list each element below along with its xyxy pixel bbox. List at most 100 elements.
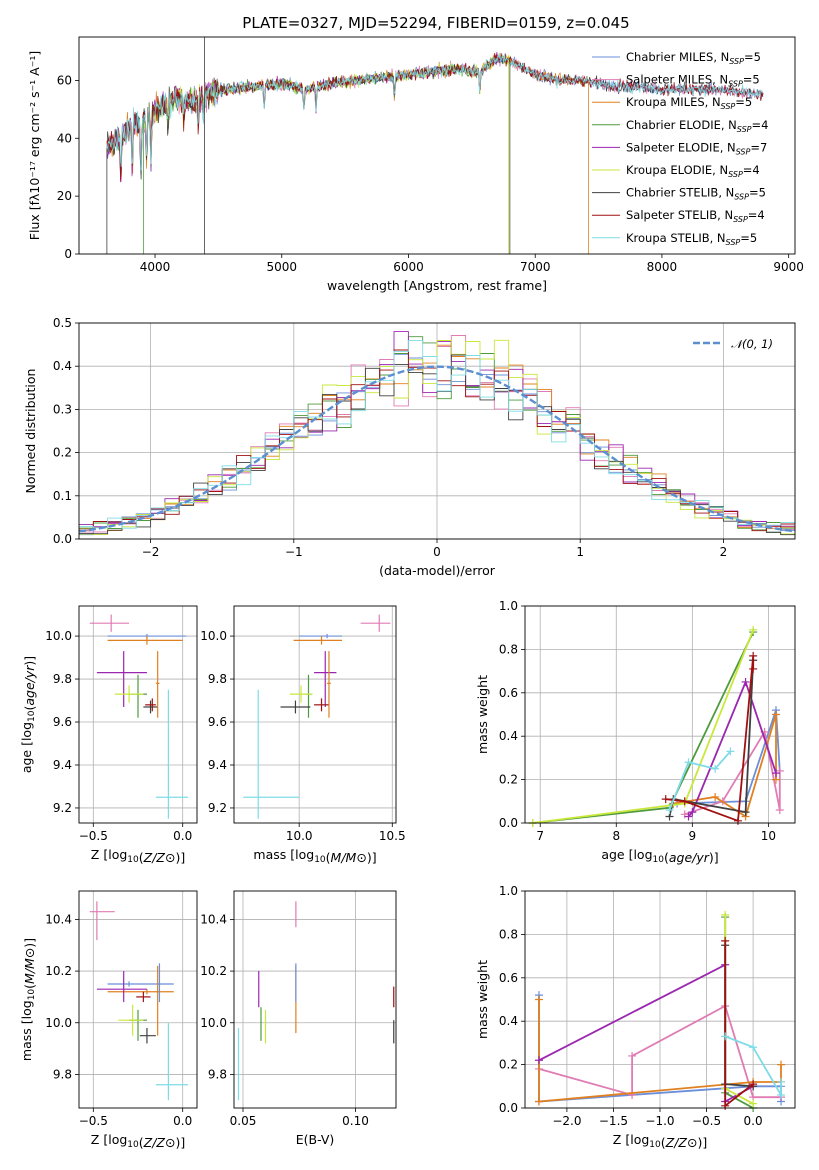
x-tick-label: 1 [576,545,584,559]
panel-age_vs_Z: −0.5 0.0 9.2 9.4 9.6 9.8 10.0 Z [log10(Z/Z⊙)] ag… [19,605,198,865]
series-marker [711,764,720,773]
series-line [724,1035,782,1099]
x-tick-label: 0.0 [173,1114,192,1128]
series-marker [680,810,689,819]
series-marker [684,812,693,821]
series-line [724,917,754,1109]
series-marker [534,1097,543,1106]
y-tick-label: 10.2 [45,964,72,978]
series-marker [771,769,780,778]
y-tick-label: 10.4 [45,912,72,926]
legend-label: Chabrier STELIB, NSSP=5 [626,186,766,202]
y-tick-label: 0.2 [499,1058,518,1072]
series-line [687,679,777,818]
axes-frame [78,890,198,1109]
y-tick-label: 0.4 [499,729,518,743]
legend-label: Chabrier ELODIE, NSSP=4 [626,118,768,134]
series-marker [741,808,750,817]
x-tick-label: 9000 [773,260,804,274]
x-axis-label: age [log10(age/yr)] [601,847,718,865]
series-marker [721,1101,730,1110]
axes-frame [78,36,796,255]
y-tick-label: 0.8 [499,927,518,941]
legend-label: Kroupa STELIB, NSSP=5 [626,231,757,247]
x-tick-label: 0.05 [230,1114,257,1128]
series-line [724,914,754,1105]
x-tick-label: −0.5 [79,1114,108,1128]
series-line [668,660,755,817]
y-tick-label: 0.0 [499,816,518,830]
x-tick-label: 5000 [266,260,297,274]
series-marker [777,1077,786,1086]
y-tick-label: 9.6 [53,715,72,729]
series-marker [726,747,735,756]
y-tick-label: 10.2 [200,964,227,978]
y-tick-label: 10.0 [45,629,72,643]
series-marker [775,805,784,814]
legend-label: Kroupa MILES, NSSP=5 [626,95,752,111]
x-tick-label: −0.5 [692,1114,721,1128]
x-tick-label: 4000 [140,260,171,274]
series-marker [749,1099,758,1108]
x-tick-label: 10.5 [379,829,406,843]
x-tick-label: 8 [612,829,620,843]
y-axis-label: mass weight [475,960,490,1039]
series-marker [688,808,697,817]
series-marker [534,995,543,1004]
series-marker [741,677,750,686]
x-tick-label: 8000 [647,260,678,274]
x-tick-label: 9 [689,829,697,843]
legend-label: Salpeter ELODIE, NSSP=7 [626,140,767,156]
x-tick-label: −0.5 [79,829,108,843]
y-tick-label: 9.8 [53,1067,72,1081]
series-marker [684,758,693,767]
series-marker [777,1090,786,1099]
axes-frame [524,605,796,824]
y-tick-label: 1.0 [499,599,518,613]
y-tick-label: 9.2 [208,801,227,815]
y-tick-label: 9.8 [53,672,72,686]
y-axis-label: Flux [fλ10⁻¹⁷ erg cm⁻² s⁻¹ A⁻¹] [27,51,42,240]
y-tick-label: 9.4 [53,758,72,772]
legend-label: Kroupa ELODIE, NSSP=4 [626,163,760,179]
series-line [532,629,755,824]
y-tick-label: 0.1 [53,489,72,503]
plot-layer: 4000 5000 6000 7000 8000 90000204060wavelengt… [19,36,804,1150]
y-tick-label: 0.0 [53,532,72,546]
y-tick-label: 10.0 [45,1016,72,1030]
y-tick-label: 9.6 [208,715,227,729]
series-marker [661,795,670,804]
y-tick-label: 10.0 [200,1016,227,1030]
x-tick-label: 10 [761,829,776,843]
y-tick-label: 0.2 [53,446,72,460]
series-marker [749,664,758,673]
x-tick-label: 0.10 [342,1114,369,1128]
y-tick-label: 0.6 [499,971,518,985]
x-axis-label: Z [log10(Z/Z⊙)] [613,1132,707,1150]
series-line [538,1004,781,1099]
x-tick-label: −1.5 [599,1114,628,1128]
series-marker [721,910,730,919]
x-tick-label: 7000 [520,260,551,274]
x-tick-label: −1 [285,545,303,559]
y-tick-label: 0 [64,247,72,261]
x-tick-label: 10.0 [286,829,313,843]
series-line [538,963,754,1104]
series-line [532,631,755,824]
figure-title: PLATE=0327, MJD=52294, FIBERID=0159, z=0… [242,14,629,32]
x-axis-label: (data-model)/error [379,563,496,578]
y-tick-label: 0.8 [499,642,518,656]
y-tick-label: 10.0 [200,629,227,643]
series-line [677,709,781,805]
series-marker [680,797,689,806]
series-line [668,750,732,811]
series-marker [534,1056,543,1065]
y-tick-label: 40 [57,131,72,145]
panel-mass_vs_ebv: 0.05 0.10 9.8 10.0 10.2 10.4 E(B-V) [200,890,397,1147]
series-marker [749,1043,758,1052]
y-axis-label: mass weight [475,675,490,754]
legend-label: 𝒩(0, 1) [731,337,773,351]
panel-weight_vs_Z: −2.0 −1.5 −1.0 −0.5 0.0 0.0 0.2 0.4 0.6 0.8 1.0 Z [… [475,884,796,1150]
x-tick-label: 0.0 [744,1114,763,1128]
axes-frame [233,605,397,824]
